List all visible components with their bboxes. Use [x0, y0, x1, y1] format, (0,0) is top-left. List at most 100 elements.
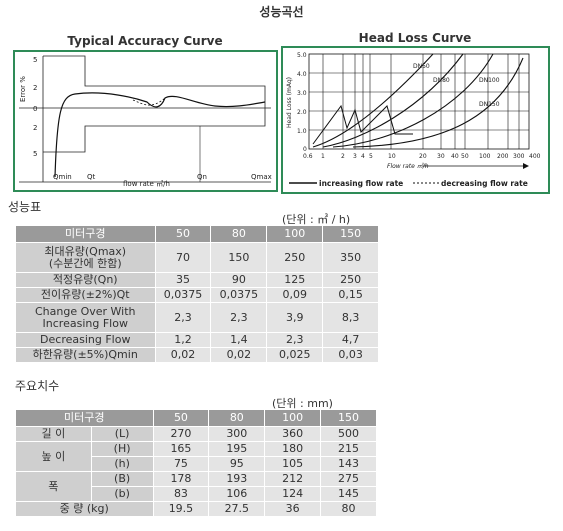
row-sublabel: (L) [90, 426, 154, 442]
accuracy-y-tick: 2 [33, 84, 37, 92]
table-cell: 0,03 [322, 347, 379, 363]
performance-table: 미터구경 50 80 100 150 최대유량(Qmax) (수분간에 한함) … [15, 225, 379, 363]
head-loss-x-tick: 50 [461, 153, 469, 160]
row-label: 적정유량(Qn) [15, 272, 156, 288]
table-row: 하한유량(±5%)Qmin 0,02 0,02 0,025 0,03 [15, 347, 379, 363]
header-cell: 미터구경 [15, 225, 156, 243]
head-loss-x-tick: 2 [341, 153, 345, 160]
head-loss-y-tick: 1.0 [297, 128, 307, 135]
table-cell: 0,025 [266, 347, 324, 363]
row-sublabel: (H) [90, 441, 154, 457]
change-over-line [312, 104, 413, 145]
table-cell: 83 [152, 486, 210, 502]
head-loss-x-tick: 0.6 [303, 153, 313, 160]
dimensions-header-row: 미터구경 50 80 100 150 [15, 409, 377, 427]
table-cell: 1,2 [154, 332, 212, 348]
header-cell: 100 [266, 225, 324, 243]
table-cell: 106 [208, 486, 266, 502]
table-row: 중 량 (kg) 19.5 27.5 36 80 [15, 501, 377, 517]
head-loss-x-tick: 200 [497, 153, 509, 160]
table-cell: 35 [154, 272, 212, 288]
table-cell: 125 [266, 272, 324, 288]
row-label: Decreasing Flow [15, 332, 156, 348]
table-cell: 8,3 [322, 302, 379, 333]
header-cell: 80 [210, 225, 268, 243]
table-cell: 143 [320, 456, 377, 472]
table-cell: 250 [266, 242, 324, 273]
curve-label-dn80: DN80 [433, 77, 450, 84]
accuracy-x-tick: Qmax [251, 173, 272, 181]
table-cell: 0,09 [266, 287, 324, 303]
table-cell: 150 [210, 242, 268, 273]
curve-label-dn150: DN150 [479, 101, 500, 108]
table-row: 폭 (B) 178 193 212 275 [15, 471, 377, 502]
table-cell: 193 [208, 471, 266, 487]
row-label: 길 이 [15, 426, 92, 442]
head-loss-plot-area [308, 53, 530, 150]
upper-limit-line [43, 55, 266, 108]
head-loss-x-tick: 400 [529, 153, 541, 160]
table-row: 길 이 (L) 270 300 360 500 [15, 426, 377, 442]
table-cell: 165 [152, 441, 210, 457]
head-loss-y-tick: 2.0 [297, 109, 307, 116]
head-loss-x-tick: 100 [479, 153, 491, 160]
head-loss-x-tick: 20 [419, 153, 427, 160]
head-loss-x-tick: 30 [437, 153, 445, 160]
legend-increasing: increasing flow rate [319, 179, 403, 188]
table-cell: 1,4 [210, 332, 268, 348]
table-cell: 105 [264, 456, 322, 472]
accuracy-x-tick: Qt [87, 173, 96, 181]
head-loss-x-tick: 300 [513, 153, 525, 160]
dn100-curve [332, 53, 494, 148]
accuracy-x-tick: Qn [197, 173, 207, 181]
dn150-curve [352, 57, 524, 148]
head-loss-curve-chart: 5.0 4.0 3.0 2.0 1.0 0 Head Loss (mAq) DN… [281, 46, 550, 194]
head-loss-x-tick: 3 [353, 153, 357, 160]
curve-label-dn50: DN50 [413, 63, 430, 70]
table-row: 전이유량(±2%)Qt 0,0375 0,0375 0,09 0,15 [15, 287, 379, 303]
table-cell: 4,7 [322, 332, 379, 348]
header-cell: 150 [322, 225, 379, 243]
curve-label-dn100: DN100 [479, 77, 500, 84]
table-row: 최대유량(Qmax) (수분간에 한함) 70 150 250 350 [15, 242, 379, 273]
header-cell: 100 [264, 409, 322, 427]
table-cell: 75 [152, 456, 210, 472]
table-cell: 350 [322, 242, 379, 273]
page-title: 성능곡선 [259, 5, 304, 19]
table-cell: 180 [264, 441, 322, 457]
table-row: (b) 83 106 124 145 [16, 486, 377, 502]
header-cell: 미터구경 [15, 409, 154, 427]
table-cell: 95 [208, 456, 266, 472]
accuracy-y-tick: 5 [33, 150, 37, 158]
head-loss-curve-svg: 5.0 4.0 3.0 2.0 1.0 0 Head Loss (mAq) DN… [286, 52, 541, 188]
dimensions-unit-note: (단위 : mm) [272, 397, 333, 410]
performance-header-row: 미터구경 50 80 100 150 [15, 225, 379, 243]
table-cell: 145 [320, 486, 377, 502]
table-cell: 275 [320, 471, 377, 487]
accuracy-curve-line [54, 92, 266, 178]
table-cell: 195 [208, 441, 266, 457]
accuracy-y-tick: 0 [33, 105, 37, 113]
table-cell: 2,3 [266, 332, 324, 348]
table-row: (h) 75 95 105 143 [16, 456, 377, 472]
accuracy-y-tick: 2 [33, 124, 37, 132]
table-cell: 0,0375 [210, 287, 268, 303]
row-label: 최대유량(Qmax) (수분간에 한함) [15, 242, 156, 273]
table-row: 적정유량(Qn) 35 90 125 250 [15, 272, 379, 288]
table-cell: 212 [264, 471, 322, 487]
table-cell: 360 [264, 426, 322, 442]
table-cell: 0,15 [322, 287, 379, 303]
table-cell: 124 [264, 486, 322, 502]
performance-section-title: 성능표 [8, 200, 42, 214]
header-cell: 50 [152, 409, 210, 427]
table-row: Change Over With Increasing Flow 2,3 2,3… [15, 302, 379, 333]
dimensions-section-title: 주요치수 [15, 379, 60, 393]
accuracy-y-tick: 5 [33, 56, 37, 64]
table-cell: 27.5 [208, 501, 266, 517]
accuracy-x-tick: Qmin [53, 173, 72, 181]
table-cell: 178 [152, 471, 210, 487]
row-label: Change Over With Increasing Flow [15, 302, 156, 333]
dimensions-table: 미터구경 50 80 100 150 길 이 (L) 270 300 360 5… [15, 409, 377, 517]
legend-decreasing: decreasing flow rate [441, 179, 528, 188]
table-cell: 2,3 [210, 302, 268, 333]
